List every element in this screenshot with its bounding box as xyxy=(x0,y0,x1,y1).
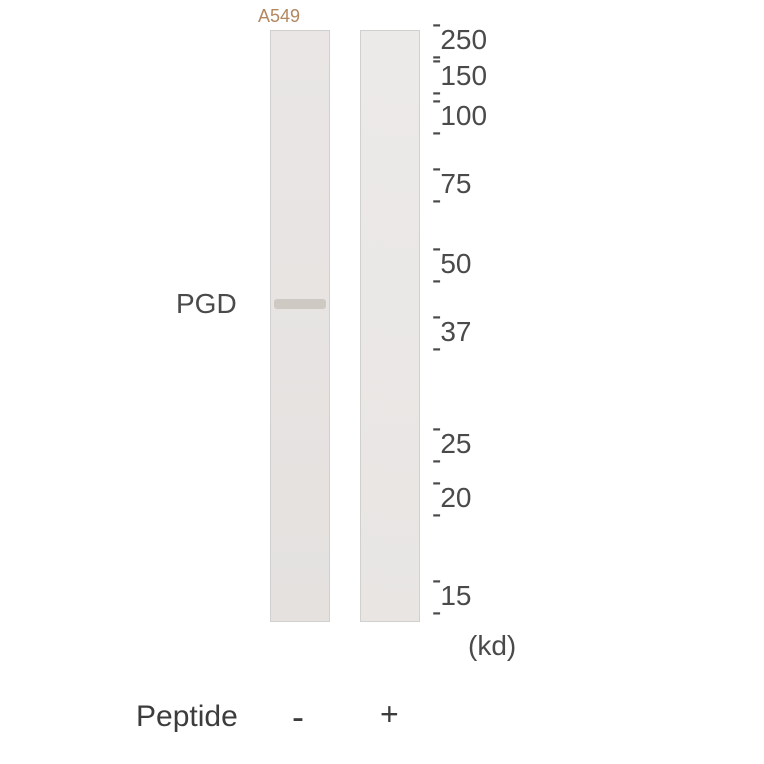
marker-dash: -- xyxy=(432,466,438,530)
marker-value: 250 xyxy=(440,24,487,56)
marker-value: 50 xyxy=(440,248,471,280)
marker-value: 20 xyxy=(440,482,471,514)
marker-value: 37 xyxy=(440,316,471,348)
marker-dash: -- xyxy=(432,300,438,364)
lane-minus-peptide xyxy=(270,30,330,622)
marker-value: 100 xyxy=(440,100,487,132)
pgd-band xyxy=(274,299,326,309)
marker-dash: -- xyxy=(432,152,438,216)
mw-marker-250: --250 xyxy=(432,28,487,52)
lane-header-a549: A549 xyxy=(258,6,300,27)
marker-dash: -- xyxy=(432,232,438,296)
unit-kd: (kd) xyxy=(468,630,516,662)
mw-marker-150: --150 xyxy=(432,64,487,88)
mw-marker-50: --50 xyxy=(432,252,471,276)
mw-marker-75: --75 xyxy=(432,172,471,196)
marker-dash: -- xyxy=(432,84,438,148)
marker-value: 150 xyxy=(440,60,487,92)
peptide-label: Peptide xyxy=(136,700,238,734)
mw-marker-20: --20 xyxy=(432,486,471,510)
marker-value: 15 xyxy=(440,580,471,612)
lane-plus-peptide xyxy=(360,30,420,622)
mw-marker-25: --25 xyxy=(432,432,471,456)
peptide-minus-sign: - xyxy=(292,696,304,738)
marker-value: 25 xyxy=(440,428,471,460)
mw-marker-37: --37 xyxy=(432,320,471,344)
mw-marker-100: --100 xyxy=(432,104,487,128)
marker-dash: -- xyxy=(432,564,438,628)
mw-marker-15: --15 xyxy=(432,584,471,608)
protein-label-pgd: PGD xyxy=(176,288,237,320)
peptide-plus-sign: + xyxy=(380,696,399,733)
marker-value: 75 xyxy=(440,168,471,200)
